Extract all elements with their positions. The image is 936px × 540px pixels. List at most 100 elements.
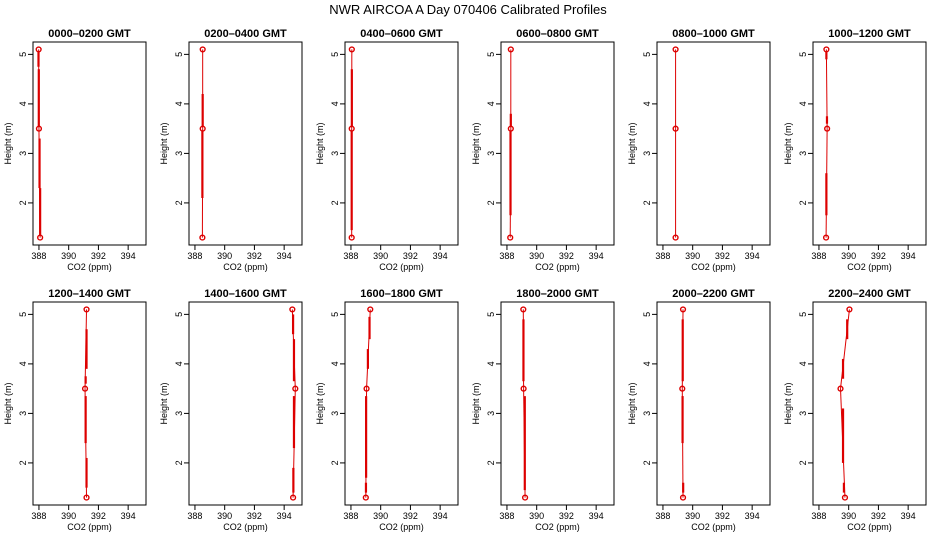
plot-frame bbox=[188, 301, 303, 506]
plot-frame bbox=[188, 41, 303, 246]
data-point bbox=[363, 385, 370, 392]
x-tick-label: 394 bbox=[277, 251, 292, 261]
data-point bbox=[348, 125, 355, 132]
data-point bbox=[672, 234, 679, 241]
x-tick-label: 388 bbox=[343, 511, 358, 521]
data-point bbox=[837, 385, 844, 392]
x-tick-label: 388 bbox=[655, 511, 670, 521]
panel-title: 0000–0200 GMT bbox=[48, 28, 131, 40]
x-tick-label: 394 bbox=[589, 511, 604, 521]
x-axis-label: CO2 (ppm) bbox=[535, 522, 580, 532]
x-tick-label: 390 bbox=[373, 251, 388, 261]
data-point bbox=[507, 125, 514, 132]
data-point bbox=[822, 234, 830, 241]
x-axis-label: CO2 (ppm) bbox=[847, 262, 892, 272]
data-point bbox=[292, 385, 299, 392]
x-axis-label: CO2 (ppm) bbox=[223, 262, 268, 272]
data-point bbox=[824, 125, 831, 132]
x-axis-label: CO2 (ppm) bbox=[535, 262, 580, 272]
y-tick-label: 3 bbox=[486, 151, 496, 156]
y-tick-label: 5 bbox=[798, 52, 808, 57]
y-tick-label: 4 bbox=[798, 101, 808, 106]
y-tick-label: 2 bbox=[174, 460, 184, 465]
x-tick-label: 392 bbox=[715, 511, 730, 521]
data-point bbox=[679, 385, 686, 392]
profile-panel: 1200–1400 GMT 388 390 392 394 2 3 4 5 CO2 (ppm) He… bbox=[3, 288, 147, 532]
y-tick-label: 4 bbox=[330, 361, 340, 366]
x-axis-label: CO2 (ppm) bbox=[67, 522, 112, 532]
y-tick-label: 4 bbox=[174, 361, 184, 366]
x-axis-label: CO2 (ppm) bbox=[691, 262, 736, 272]
plot-frame bbox=[32, 41, 147, 246]
x-tick-label: 392 bbox=[715, 251, 730, 261]
profile-panel: 1000–1200 GMT 388 390 392 394 2 3 4 5 CO2 (ppm) He… bbox=[783, 28, 927, 272]
data-point bbox=[521, 494, 529, 501]
y-tick-label: 5 bbox=[486, 312, 496, 317]
panel-title: 1800–2000 GMT bbox=[516, 288, 599, 300]
profile-panel: 2000–2200 GMT 388 390 392 394 2 3 4 5 CO2 (ppm) He… bbox=[627, 288, 771, 532]
y-tick-label: 2 bbox=[486, 200, 496, 205]
data-point bbox=[507, 46, 514, 53]
x-tick-label: 394 bbox=[745, 251, 760, 261]
figure-title: NWR AIRCOA A Day 070406 Calibrated Profi… bbox=[329, 2, 607, 17]
panel-title: 0400–0600 GMT bbox=[360, 28, 443, 40]
data-point bbox=[289, 494, 297, 501]
x-axis-label: CO2 (ppm) bbox=[847, 522, 892, 532]
data-point bbox=[841, 494, 849, 501]
x-tick-label: 390 bbox=[841, 251, 856, 261]
y-tick-label: 5 bbox=[18, 52, 28, 57]
y-tick-label: 4 bbox=[642, 101, 652, 106]
y-tick-label: 4 bbox=[174, 101, 184, 106]
profile-panel: 0400–0600 GMT 388 390 392 394 2 3 4 5 CO2 (ppm) He… bbox=[315, 28, 459, 272]
plot-frame bbox=[656, 41, 771, 246]
x-tick-label: 390 bbox=[217, 251, 232, 261]
y-tick-label: 2 bbox=[174, 200, 184, 205]
panel-title: 0600–0800 GMT bbox=[516, 28, 599, 40]
data-point bbox=[679, 306, 687, 313]
y-tick-label: 2 bbox=[18, 200, 28, 205]
y-tick-label: 5 bbox=[330, 52, 340, 57]
data-point bbox=[83, 306, 90, 313]
x-axis-label: CO2 (ppm) bbox=[67, 262, 112, 272]
x-tick-label: 392 bbox=[403, 251, 418, 261]
x-tick-label: 394 bbox=[901, 251, 916, 261]
panel-title: 1600–1800 GMT bbox=[360, 288, 443, 300]
y-axis-label: Height (m) bbox=[315, 382, 325, 424]
plot-frame bbox=[344, 301, 459, 506]
x-tick-label: 392 bbox=[871, 251, 886, 261]
y-tick-label: 3 bbox=[18, 151, 28, 156]
x-tick-label: 390 bbox=[217, 511, 232, 521]
data-point bbox=[199, 125, 206, 132]
y-tick-label: 4 bbox=[486, 101, 496, 106]
y-tick-label: 5 bbox=[174, 312, 184, 317]
x-tick-label: 388 bbox=[187, 251, 202, 261]
profile-panel: 2200–2400 GMT 388 390 392 394 2 3 4 5 CO2 (ppm) He… bbox=[783, 288, 927, 532]
data-point bbox=[367, 306, 374, 313]
y-tick-label: 5 bbox=[486, 52, 496, 57]
y-axis-label: Height (m) bbox=[159, 382, 169, 424]
x-tick-label: 394 bbox=[901, 511, 916, 521]
y-tick-label: 4 bbox=[486, 361, 496, 366]
y-tick-label: 5 bbox=[330, 312, 340, 317]
x-tick-label: 392 bbox=[91, 511, 106, 521]
y-tick-label: 5 bbox=[642, 52, 652, 57]
x-tick-label: 392 bbox=[559, 251, 574, 261]
y-tick-label: 3 bbox=[798, 151, 808, 156]
x-tick-label: 394 bbox=[433, 511, 448, 521]
x-tick-label: 390 bbox=[685, 251, 700, 261]
x-tick-label: 390 bbox=[529, 251, 544, 261]
y-tick-label: 3 bbox=[330, 411, 340, 416]
y-tick-label: 4 bbox=[642, 361, 652, 366]
data-point bbox=[520, 385, 527, 392]
data-point bbox=[823, 46, 830, 53]
y-tick-label: 3 bbox=[330, 151, 340, 156]
x-tick-label: 394 bbox=[745, 511, 760, 521]
panel-title: 0800–1000 GMT bbox=[672, 28, 755, 40]
x-tick-label: 388 bbox=[655, 251, 670, 261]
panel-title: 2000–2200 GMT bbox=[672, 288, 755, 300]
x-tick-label: 388 bbox=[187, 511, 202, 521]
x-tick-label: 394 bbox=[277, 511, 292, 521]
data-point bbox=[35, 46, 42, 53]
y-axis-label: Height (m) bbox=[471, 122, 481, 164]
x-tick-label: 392 bbox=[91, 251, 106, 261]
